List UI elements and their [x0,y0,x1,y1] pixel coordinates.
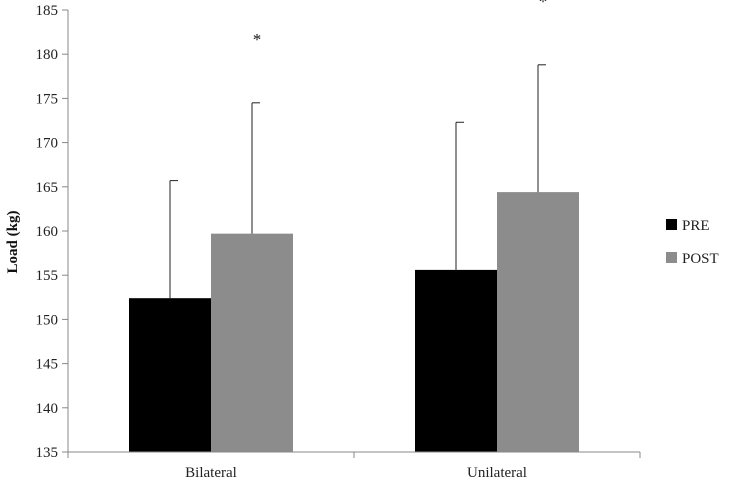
bar-post [211,233,293,452]
y-axis: 135 140 145 150 155 160 165 170 175 180 185 [36,3,69,461]
bar-pre [415,269,497,452]
y-tick-label: 155 [36,268,59,284]
y-tick-label: 175 [36,91,59,107]
legend-swatch-pre [666,219,677,230]
y-tick-label: 170 [36,136,59,152]
legend-swatch-post [666,252,677,263]
y-tick-label: 135 [36,445,59,461]
y-tick-label: 150 [36,312,59,328]
y-tick-label: 180 [36,47,59,63]
significance-marker: * [539,0,548,11]
x-axis: Bilateral Unilateral [67,451,641,481]
legend-label-post: POST [682,251,719,267]
y-tick-label: 160 [36,224,59,240]
y-tick-label: 140 [36,401,59,417]
significance-marker: * [253,30,262,49]
significance-annotations: ** [253,0,548,49]
x-category-label: Bilateral [185,465,237,481]
legend: PRE POST [666,218,719,267]
bars [129,192,579,452]
bar-post [497,192,579,452]
y-axis-label: Load (kg) [5,211,21,274]
x-category-label: Unilateral [467,465,527,481]
y-tick-label: 165 [36,180,59,196]
bar-pre [129,298,211,452]
y-tick-label: 145 [36,357,59,373]
legend-label-pre: PRE [682,218,710,234]
y-tick-label: 185 [36,3,59,19]
error-bars [169,64,546,299]
